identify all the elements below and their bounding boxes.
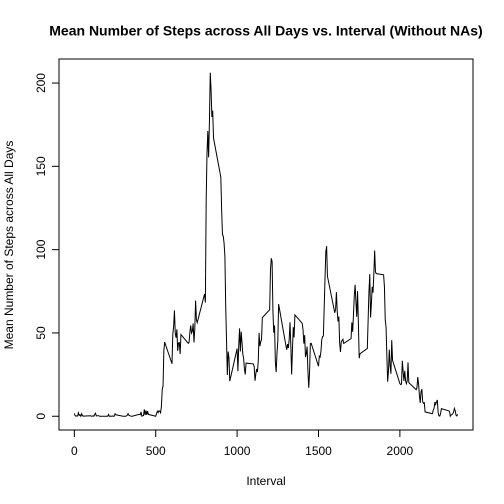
x-axis-label: Interval [246,474,285,488]
chart-title: Mean Number of Steps across All Days vs.… [49,23,482,39]
x-tick-label: 1500 [305,444,332,458]
x-tick-label: 500 [146,444,166,458]
y-axis-label: Mean Number of Steps across All Days [2,141,16,350]
x-tick-label: 1000 [224,444,251,458]
data-line [73,72,459,418]
x-tick-label: 0 [71,444,78,458]
y-tick-label: 50 [34,326,48,340]
y-tick-label: 0 [34,413,48,420]
plot-frame [58,58,474,431]
y-tick-label: 150 [34,156,48,176]
y-tick-label: 100 [34,239,48,259]
x-tick-label: 2000 [387,444,414,458]
y-tick-label: 200 [34,73,48,93]
